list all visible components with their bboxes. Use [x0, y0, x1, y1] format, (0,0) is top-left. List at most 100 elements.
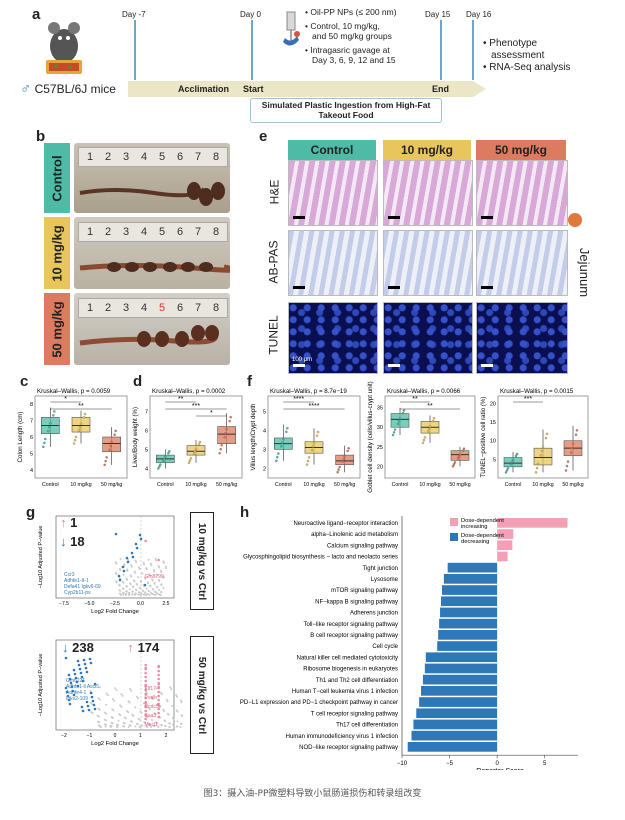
gene-point-up	[157, 715, 160, 719]
gene-point-up	[144, 683, 147, 687]
gene-point	[114, 687, 117, 690]
gene-point	[170, 688, 173, 691]
gene-point-down	[143, 583, 147, 587]
y-tick-label: 5	[493, 457, 496, 463]
data-point	[72, 442, 76, 445]
gene-point-up	[157, 558, 160, 562]
gene-point	[159, 691, 162, 694]
gene-point-down	[67, 698, 71, 702]
gene-label: Cyp2b11-ps	[64, 590, 91, 596]
gene-point	[91, 712, 94, 715]
day-marker-1	[134, 20, 136, 80]
y-axis-label: Goblet cell density (cells/villus-crypt …	[367, 381, 374, 492]
x-tick-label: 10 mg/kg	[419, 482, 440, 488]
gene-point	[142, 702, 145, 705]
gene-point	[141, 572, 144, 575]
gene-point-up	[157, 690, 160, 694]
gene-label: Gm6221	[66, 678, 85, 684]
micrograph-he	[288, 160, 378, 226]
data-point	[392, 431, 396, 434]
ruler-number: 4	[141, 151, 148, 163]
data-point	[515, 452, 519, 456]
ruler-number: 3	[123, 302, 130, 314]
gene-point-up	[157, 664, 160, 668]
y-tick-label: 20	[490, 401, 496, 407]
gene-point	[155, 721, 158, 724]
bar	[497, 551, 508, 562]
gene-point	[153, 712, 156, 715]
gene-label: Defa41 Igkv6-69	[64, 584, 101, 590]
gene-point-down	[85, 670, 89, 674]
gene-point	[131, 590, 134, 593]
data-point	[52, 414, 55, 417]
box	[533, 447, 553, 466]
data-point	[423, 436, 427, 439]
ruler-number: 2	[105, 226, 112, 238]
gene-point	[151, 719, 154, 722]
y-tick-label: 6	[145, 428, 148, 434]
data-point	[306, 459, 310, 463]
panel-label-d: d	[133, 373, 143, 390]
data-point	[571, 442, 575, 445]
gene-point	[105, 703, 108, 706]
gene-point	[118, 567, 121, 570]
gene-label: Adhfe1-li Ascl5	[66, 684, 99, 690]
gene-point	[149, 562, 152, 565]
gene-point	[128, 588, 131, 591]
data-point	[229, 415, 232, 419]
bar	[413, 719, 498, 730]
volcano-bottom-counts: ↓ 238 ↑ 174	[62, 640, 160, 655]
outcome-bullets: • Phenotype assessment • RNA-Seq analysi…	[483, 38, 571, 73]
boxplot-d: Kruskal–Wallis, p = 0.0002 Liver/Body wei…	[132, 388, 243, 488]
data-point	[307, 456, 311, 459]
significance-stars: *	[64, 396, 67, 403]
ruler-number: 2	[105, 302, 112, 314]
gene-point	[137, 697, 140, 700]
data-point	[305, 463, 309, 466]
gene-point	[143, 576, 146, 579]
gene-point	[105, 692, 108, 695]
scale-bar	[481, 216, 493, 219]
data-point	[505, 469, 509, 472]
category-label: Human immunodeficiency virus 1 infection	[286, 734, 398, 740]
y-tick-label: 15	[490, 420, 496, 426]
gene-point-up	[144, 539, 147, 543]
gene-point-down	[74, 676, 78, 680]
legend-label: increasing	[461, 524, 487, 530]
legend-label: Dose-dependent	[461, 533, 504, 539]
gene-point-up	[144, 717, 147, 721]
data-point	[78, 425, 82, 429]
data-point	[77, 429, 81, 432]
gene-point	[120, 705, 123, 708]
gene-point	[164, 724, 167, 727]
data-point	[397, 420, 401, 423]
gene-point	[152, 593, 155, 596]
gene-point	[145, 587, 148, 590]
gene-point	[120, 693, 123, 696]
legend-swatch	[450, 518, 458, 526]
gene-point	[152, 724, 155, 727]
x-tick-label: 50 mg/kg	[334, 482, 355, 488]
category-label: alpha−Linolenic acid metabolism	[311, 532, 398, 538]
gene-point-down	[64, 656, 68, 660]
gene-point	[134, 592, 137, 595]
data-point	[336, 471, 339, 474]
gene-point-down	[139, 537, 143, 541]
data-point	[338, 465, 341, 469]
fecal-pellet	[107, 262, 121, 272]
gene-point	[127, 591, 130, 594]
bar	[440, 607, 498, 618]
gene-label: Klf17	[145, 686, 157, 692]
category-label: Neuroactive ligand−receptor interaction	[293, 521, 398, 527]
gene-point-down	[73, 672, 77, 676]
gene-label: Dcdc5e	[145, 704, 162, 710]
ruler-number: 6	[177, 151, 184, 163]
gene-point	[121, 587, 124, 590]
gene-point-down	[72, 668, 76, 672]
data-point	[432, 417, 436, 420]
data-point	[168, 450, 171, 453]
gene-point-up	[157, 711, 160, 715]
gene-point	[128, 724, 131, 727]
gene-point-up	[157, 685, 160, 689]
